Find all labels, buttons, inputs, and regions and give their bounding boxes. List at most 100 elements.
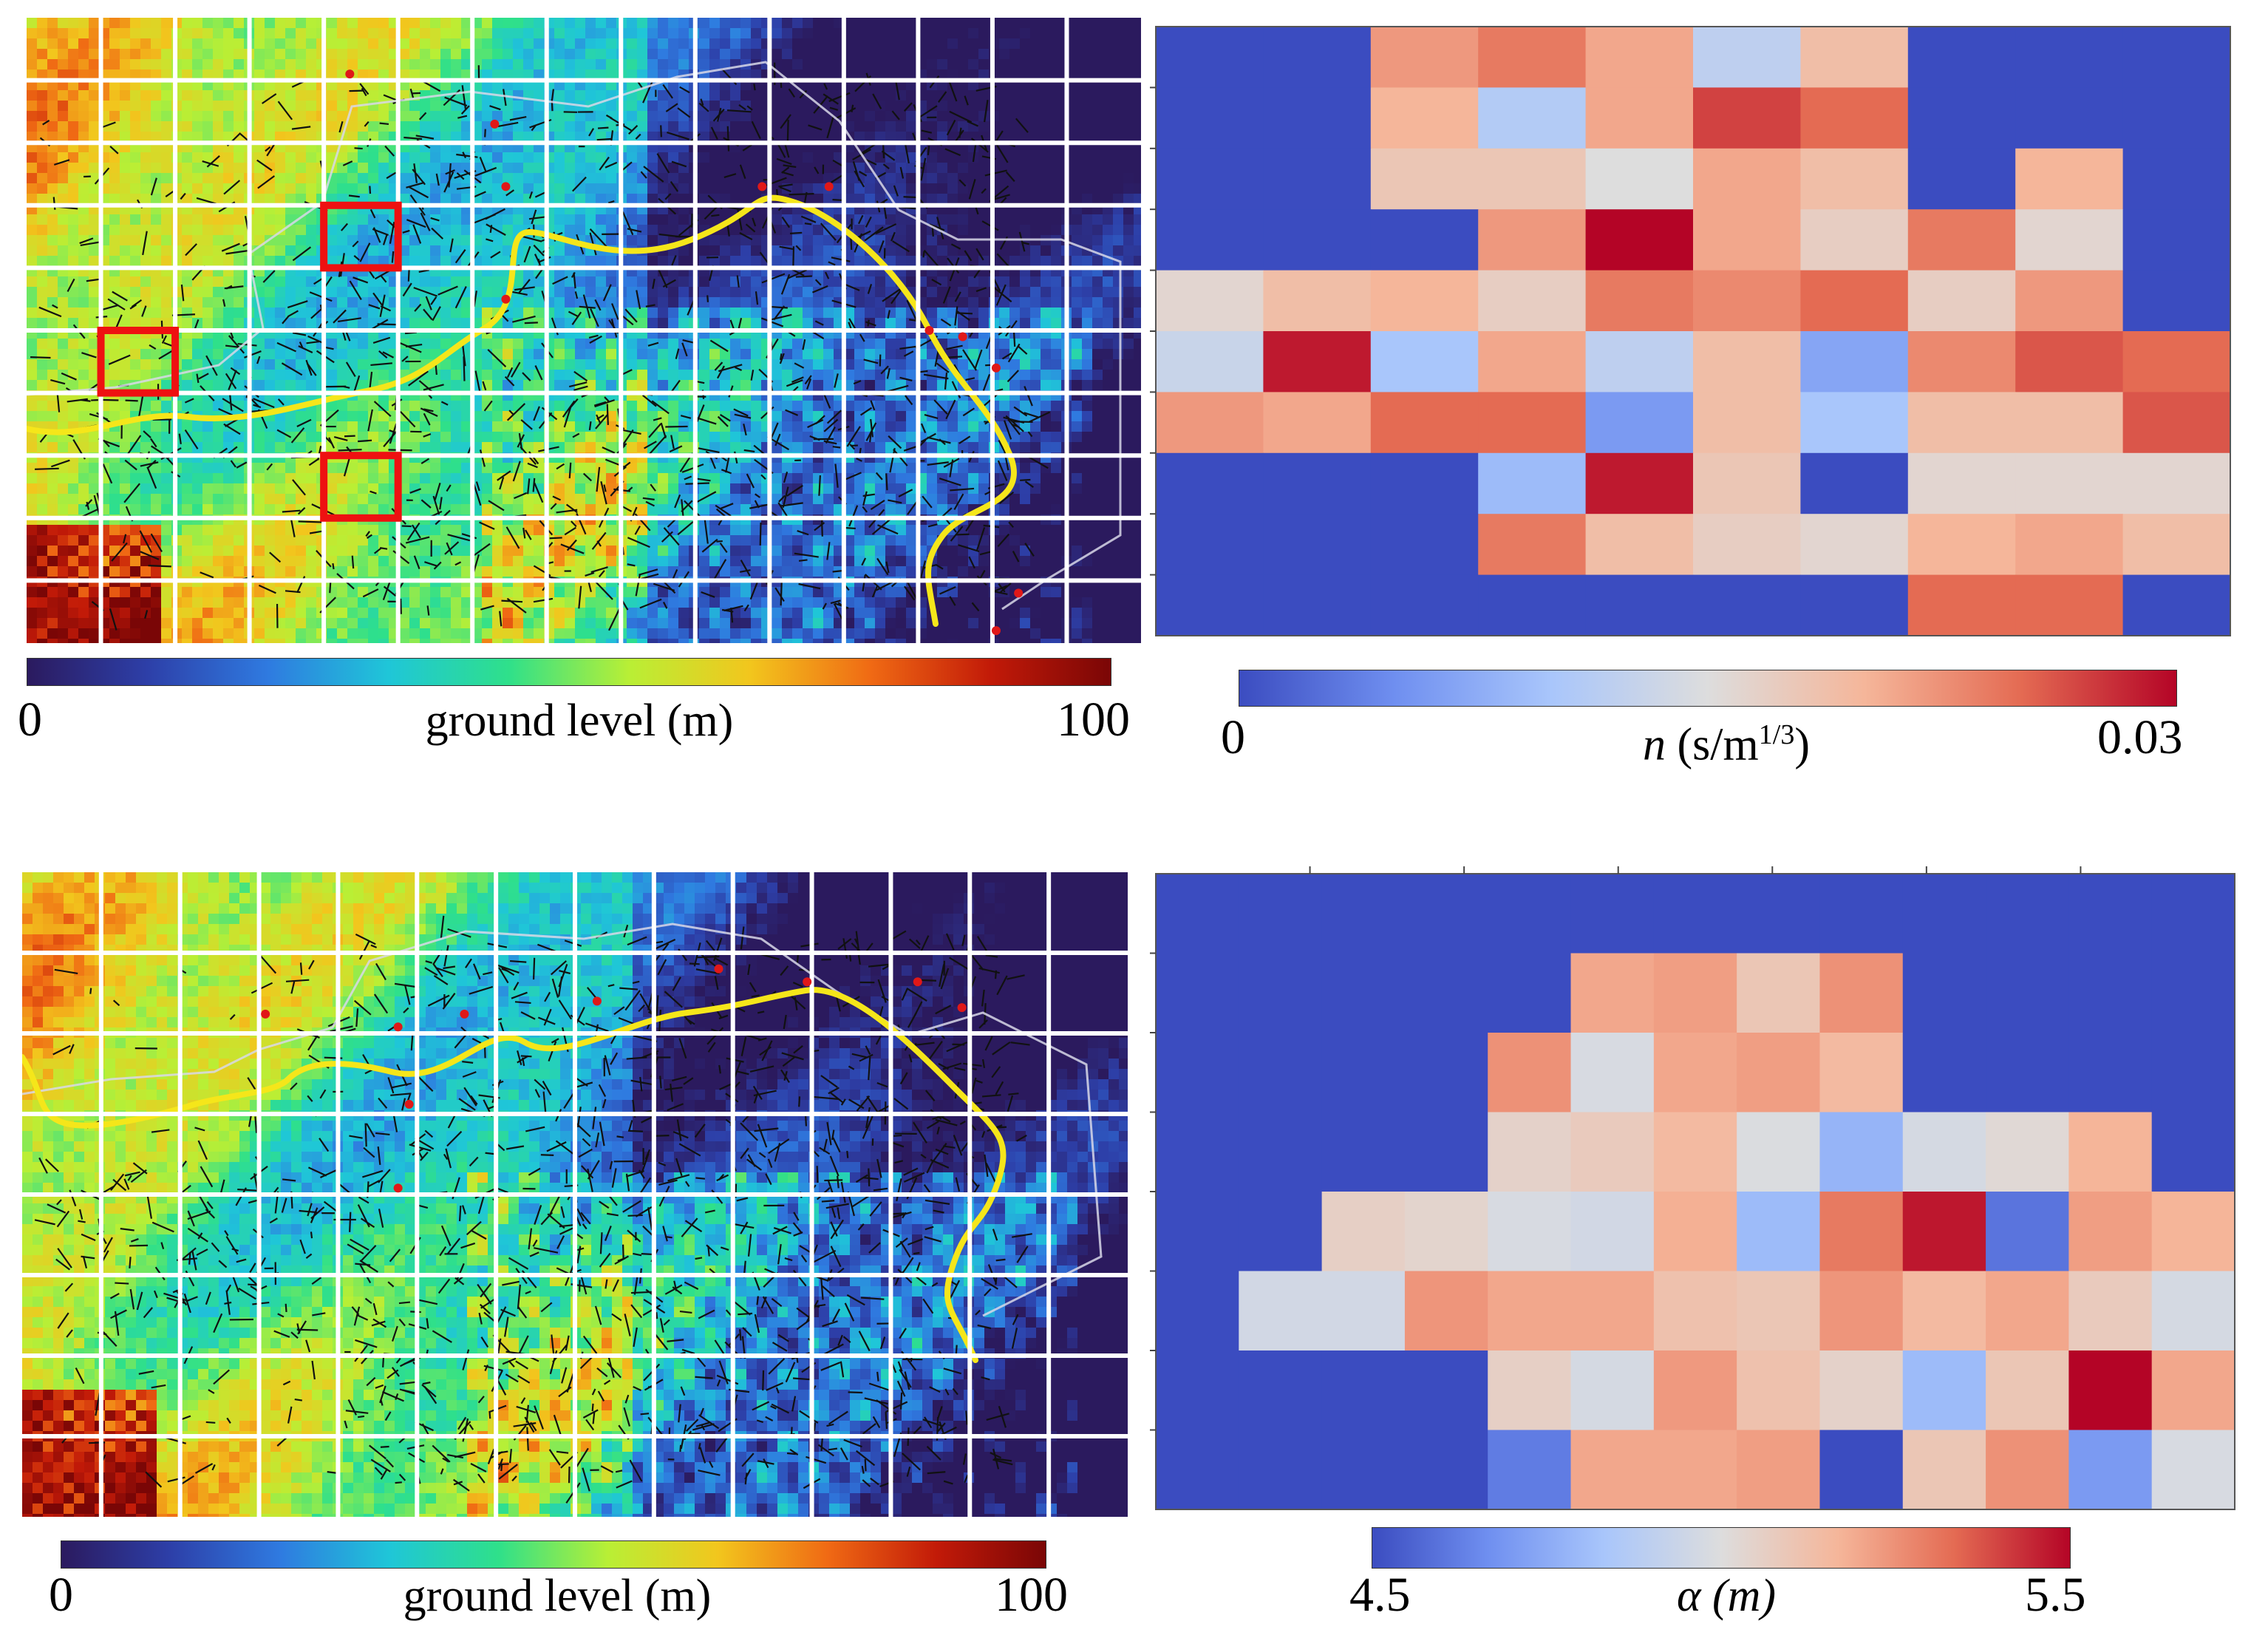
terrain-cell	[47, 225, 58, 236]
terrain-cell	[720, 349, 731, 360]
terrain-cell	[1123, 380, 1134, 391]
terrain-cell	[1082, 194, 1093, 205]
terrain-cell	[823, 442, 834, 453]
terrain-cell	[202, 121, 214, 132]
terrain-cell	[275, 28, 286, 39]
terrain-cell	[202, 132, 214, 143]
terrain-cell	[606, 256, 617, 267]
terrain-cell	[730, 421, 741, 432]
terrain-cell	[585, 173, 596, 184]
terrain-cell	[699, 80, 710, 91]
terrain-cell	[1072, 256, 1083, 267]
terrain-cell	[854, 401, 865, 412]
terrain-cell	[192, 28, 203, 39]
terrain-cell	[430, 442, 441, 453]
terrain-cell	[161, 463, 172, 474]
terrain-cell	[399, 225, 410, 236]
terrain-cell	[461, 245, 472, 256]
terrain-cell	[875, 297, 886, 308]
terrain-cell	[627, 194, 638, 205]
terrain-cell	[327, 214, 338, 225]
terrain-cell	[440, 28, 452, 39]
terrain-cell	[885, 38, 896, 50]
terrain-cell	[720, 421, 731, 432]
terrain-cell	[1092, 132, 1103, 143]
terrain-cell	[585, 359, 596, 370]
terrain-cell	[37, 59, 48, 70]
terrain-cell	[1082, 49, 1093, 60]
terrain-cell	[1103, 432, 1114, 443]
terrain-cell	[503, 318, 514, 329]
terrain-cell	[130, 442, 141, 453]
terrain-cell	[596, 287, 607, 298]
terrain-cell	[823, 194, 834, 205]
terrain-cell	[978, 214, 990, 225]
terrain-cell	[58, 483, 69, 495]
terrain-cell	[823, 28, 834, 39]
terrain-cell	[658, 256, 669, 267]
terrain-cell	[792, 276, 803, 288]
terrain-cell	[875, 49, 886, 60]
terrain-cell	[772, 401, 783, 412]
terrain-cell	[378, 483, 389, 495]
terrain-cell	[865, 349, 876, 360]
terrain-cell	[596, 463, 607, 474]
terrain-cell	[78, 370, 89, 381]
terrain-cell	[844, 380, 855, 391]
terrain-cell	[678, 111, 689, 122]
terrain-cell	[161, 194, 172, 205]
terrain-cell	[554, 380, 565, 391]
terrain-cell	[327, 473, 338, 484]
terrain-cell	[1051, 38, 1062, 50]
terrain-cell	[575, 59, 586, 70]
terrain-cell	[1082, 235, 1093, 246]
terrain-cell	[803, 28, 814, 39]
terrain-cell	[347, 90, 358, 101]
terrain-cell	[1134, 214, 1141, 225]
terrain-cell	[730, 38, 741, 50]
terrain-cell	[182, 494, 193, 505]
terrain-cell	[151, 90, 162, 101]
terrain-cell	[523, 442, 534, 453]
terrain-cell	[658, 214, 669, 225]
terrain-cell	[47, 49, 58, 60]
terrain-cell	[740, 359, 752, 370]
terrain-cell	[813, 483, 824, 495]
terrain-cell	[1041, 297, 1052, 308]
terrain-cell	[1030, 101, 1041, 112]
terrain-cell	[89, 194, 100, 205]
terrain-cell	[337, 101, 348, 112]
terrain-cell	[1051, 90, 1062, 101]
terrain-cell	[1051, 308, 1062, 319]
terrain-cell	[378, 359, 389, 370]
terrain-cell	[730, 401, 741, 412]
terrain-cell	[140, 183, 151, 194]
terrain-cell	[296, 152, 307, 163]
terrain-cell	[161, 28, 172, 39]
terrain-cell	[140, 101, 151, 112]
terrain-cell	[792, 69, 803, 81]
terrain-cell	[1051, 370, 1062, 381]
terrain-cell	[720, 442, 731, 453]
terrain-cell	[492, 421, 503, 432]
terrain-cell	[1030, 49, 1041, 60]
terrain-cell	[709, 256, 721, 267]
terrain-cell	[161, 69, 172, 81]
terrain-cell	[1020, 432, 1031, 443]
terrain-cell	[575, 442, 586, 453]
terrain-cell	[482, 370, 493, 381]
terrain-cell	[265, 359, 276, 370]
terrain-cell	[699, 359, 710, 370]
terrain-cell	[1123, 28, 1134, 39]
terrain-cell	[306, 473, 317, 484]
terrain-cell	[968, 349, 979, 360]
terrain-cell	[120, 308, 131, 319]
terrain-cell	[937, 132, 948, 143]
terrain-cell	[720, 235, 731, 246]
terrain-cell	[844, 49, 855, 60]
terrain-cell	[1134, 276, 1141, 288]
terrain-cell	[182, 194, 193, 205]
terrain-cell	[885, 121, 896, 132]
terrain-cell	[430, 101, 441, 112]
terrain-cell	[927, 28, 938, 39]
